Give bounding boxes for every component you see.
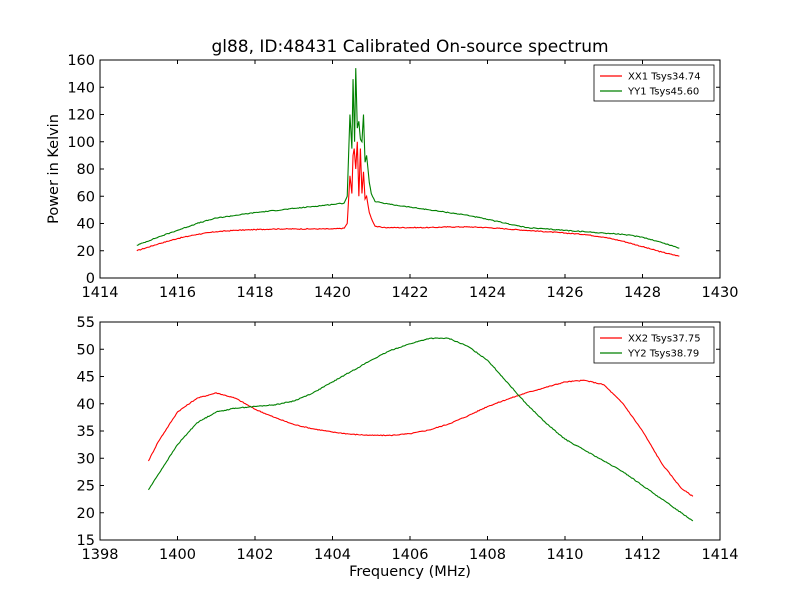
series-line-yy1 — [136, 68, 680, 249]
x-tick-label: 1404 — [314, 547, 351, 563]
legend-entry: YY2 Tsys38.79 — [627, 349, 699, 360]
x-tick-label: 1420 — [314, 285, 351, 301]
top-spectrum-panel: 1414 1416 1418 1420 1422 1424 1426 1428 1430 0 20 4… — [46, 53, 738, 301]
legend: XX1 Tsys34.74 YY1 Tsys45.60 — [593, 64, 715, 102]
legend-box — [593, 64, 715, 102]
y-tick-label: 100 — [67, 135, 95, 151]
y-axis-label: Power in Kelvin — [46, 114, 62, 224]
x-tick-label: 1410 — [547, 547, 584, 563]
legend: XX2 Tsys37.75 YY2 Tsys38.79 — [593, 326, 715, 364]
legend-box — [593, 326, 715, 364]
y-tick-label: 0 — [86, 271, 95, 287]
y-tick-label: 30 — [77, 451, 95, 467]
y-tick-label: 40 — [77, 217, 95, 233]
x-tick-label: 1414 — [82, 285, 119, 301]
x-tick-label: 1424 — [469, 285, 506, 301]
y-tick-label: 40 — [77, 397, 95, 413]
x-tick-label: 1398 — [82, 547, 119, 563]
x-tick-label: 1428 — [624, 285, 661, 301]
legend-entry: YY1 Tsys45.60 — [627, 87, 699, 98]
legend-entry: XX1 Tsys34.74 — [628, 72, 701, 83]
y-tick-label: 160 — [67, 53, 95, 69]
x-tick-label: 1426 — [547, 285, 584, 301]
x-tick-label: 1408 — [469, 547, 506, 563]
bottom-spectrum-panel: 1398 1400 1402 1404 1406 1408 1410 1412 1414 15 20… — [77, 315, 739, 580]
x-tick-label: 1422 — [392, 285, 429, 301]
x-tick-label: 1418 — [237, 285, 274, 301]
y-tick-label: 45 — [77, 370, 95, 386]
y-tick-label: 80 — [77, 162, 95, 178]
y-tick-label: 55 — [77, 315, 95, 331]
x-tick-label: 1430 — [702, 285, 739, 301]
y-tick-label: 50 — [77, 342, 95, 358]
y-tick-label: 35 — [77, 424, 95, 440]
x-tick-label: 1416 — [159, 285, 196, 301]
legend-entry: XX2 Tsys37.75 — [628, 334, 701, 345]
series-line-xx2 — [147, 379, 694, 497]
series-line-xx1 — [136, 141, 680, 257]
x-tick-label: 1400 — [159, 547, 196, 563]
y-tick-label: 25 — [77, 479, 95, 495]
y-tick-label: 15 — [77, 533, 95, 549]
series-line-yy2 — [147, 337, 694, 522]
x-tick-label: 1414 — [702, 547, 739, 563]
x-tick-label: 1412 — [624, 547, 661, 563]
figure-title: gl88, ID:48431 Calibrated On-source spec… — [211, 37, 608, 57]
y-tick-label: 60 — [77, 189, 95, 205]
x-tick-label: 1406 — [392, 547, 429, 563]
y-tick-label: 140 — [67, 80, 95, 96]
x-axis-label: Frequency (MHz) — [349, 564, 471, 580]
y-tick-label: 20 — [77, 506, 95, 522]
y-tick-label: 120 — [67, 108, 95, 124]
y-tick-label: 20 — [77, 244, 95, 260]
x-tick-label: 1402 — [237, 547, 274, 563]
